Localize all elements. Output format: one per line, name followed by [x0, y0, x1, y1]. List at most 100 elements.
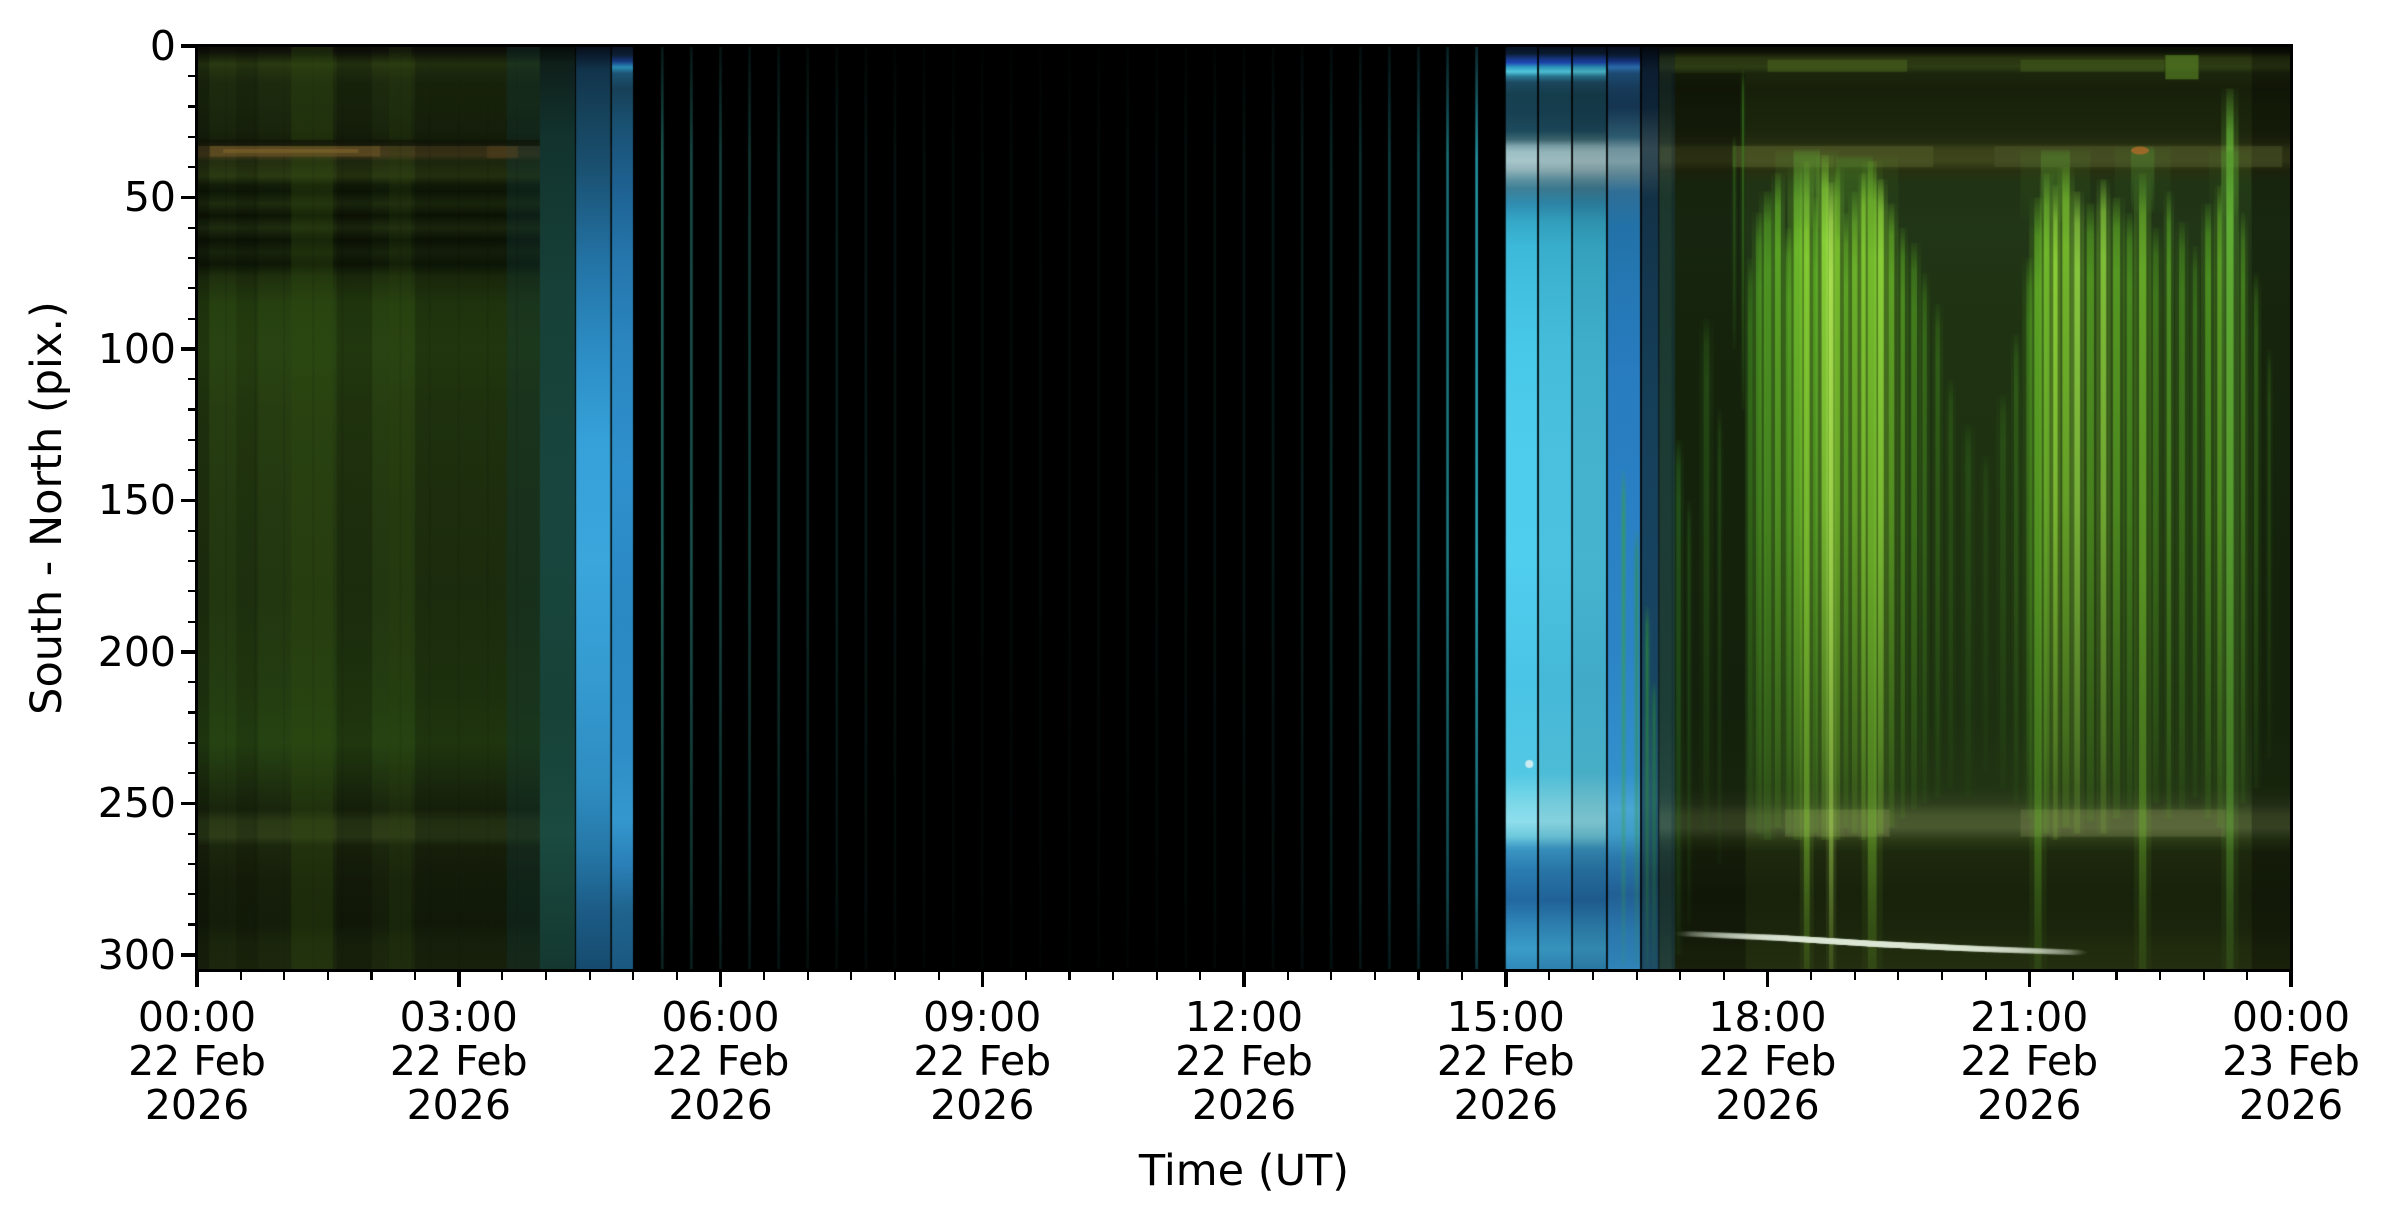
y-tick-label: 200	[97, 627, 176, 676]
x-minor-tick	[2115, 971, 2118, 980]
y-major-tick	[181, 953, 197, 957]
y-tick-label: 250	[97, 779, 176, 828]
x-tick-label: 21:00 22 Feb 2026	[1960, 993, 2099, 1129]
y-minor-tick	[188, 135, 197, 138]
x-minor-tick	[283, 971, 286, 980]
y-major-tick	[181, 347, 197, 351]
y-tick-label: 150	[97, 476, 176, 525]
x-minor-tick	[2246, 971, 2249, 980]
y-minor-tick	[188, 832, 197, 835]
x-tick-label: 09:00 22 Feb 2026	[913, 993, 1052, 1129]
x-minor-tick	[2071, 971, 2074, 980]
x-axis-label: Time (UT)	[1138, 1146, 1350, 1196]
x-minor-tick	[1330, 971, 1333, 980]
x-minor-tick	[1461, 971, 1464, 980]
x-major-tick	[457, 971, 461, 987]
y-minor-tick	[188, 166, 197, 169]
x-minor-tick	[1853, 971, 1856, 980]
x-minor-tick	[1548, 971, 1551, 980]
y-minor-tick	[188, 226, 197, 229]
y-minor-tick	[188, 529, 197, 532]
y-major-tick	[181, 801, 197, 806]
x-major-tick	[2289, 971, 2293, 987]
y-minor-tick	[188, 287, 197, 290]
x-minor-tick	[1199, 971, 1202, 980]
x-major-tick	[980, 971, 984, 987]
y-minor-tick	[188, 469, 197, 472]
x-minor-tick	[806, 971, 809, 980]
y-major-tick	[181, 44, 197, 48]
y-minor-tick	[188, 620, 197, 623]
y-minor-tick	[188, 923, 197, 926]
x-minor-tick	[1591, 971, 1595, 980]
x-minor-tick	[1155, 971, 1158, 980]
y-major-tick	[181, 650, 197, 654]
x-minor-tick	[544, 971, 548, 980]
x-minor-tick	[588, 971, 591, 980]
y-minor-tick	[188, 741, 197, 744]
y-minor-tick	[188, 711, 197, 714]
x-minor-tick	[1984, 971, 1987, 980]
x-minor-tick	[2202, 971, 2205, 980]
x-minor-tick	[2159, 971, 2162, 980]
y-minor-tick	[188, 438, 197, 441]
y-tick-label: 300	[97, 930, 176, 979]
x-minor-tick	[675, 971, 678, 980]
y-minor-tick	[188, 771, 197, 775]
x-major-tick	[195, 971, 199, 987]
x-minor-tick	[239, 971, 242, 980]
x-minor-tick	[850, 971, 853, 980]
x-tick-label: 00:00 22 Feb 2026	[128, 993, 266, 1129]
x-tick-label: 03:00 22 Feb 2026	[389, 993, 528, 1129]
y-minor-tick	[188, 256, 197, 260]
x-minor-tick	[370, 971, 373, 980]
x-tick-label: 00:00 23 Feb 2026	[2222, 993, 2360, 1129]
y-tick-label: 100	[97, 324, 176, 373]
x-minor-tick	[1810, 971, 1813, 980]
x-minor-tick	[893, 971, 897, 980]
x-minor-tick	[1679, 971, 1682, 980]
y-minor-tick	[188, 559, 197, 563]
y-tick-label: 0	[149, 22, 176, 70]
y-minor-tick	[188, 317, 197, 320]
y-minor-tick	[188, 681, 197, 684]
x-tick-label: 06:00 22 Feb 2026	[651, 993, 790, 1129]
x-minor-tick	[632, 971, 635, 980]
y-minor-tick	[188, 105, 197, 108]
x-minor-tick	[414, 971, 417, 980]
x-minor-tick	[1068, 971, 1071, 980]
x-minor-tick	[1286, 971, 1289, 980]
y-minor-tick	[188, 378, 197, 381]
x-minor-tick	[501, 971, 504, 980]
y-minor-tick	[188, 590, 197, 593]
y-minor-tick	[188, 862, 197, 866]
x-minor-tick	[1024, 971, 1027, 980]
x-minor-tick	[763, 971, 766, 980]
x-major-tick	[718, 971, 723, 987]
x-major-tick	[1242, 971, 1246, 987]
x-major-tick	[2027, 971, 2031, 987]
x-tick-label: 18:00 22 Feb 2026	[1698, 993, 1837, 1129]
y-tick-label: 50	[123, 173, 176, 222]
x-minor-tick	[1635, 971, 1638, 980]
x-minor-tick	[1417, 971, 1420, 980]
y-minor-tick	[188, 75, 197, 78]
y-major-tick	[181, 195, 197, 200]
y-axis-label: South - North (pix.)	[22, 301, 72, 715]
x-tick-label: 12:00 22 Feb 2026	[1175, 993, 1313, 1129]
x-major-tick	[1765, 971, 1770, 987]
x-minor-tick	[1897, 971, 1900, 980]
x-minor-tick	[1940, 971, 1944, 980]
x-minor-tick	[937, 971, 940, 980]
x-minor-tick	[1373, 971, 1376, 980]
x-minor-tick	[1722, 971, 1725, 980]
x-minor-tick	[326, 971, 329, 980]
y-minor-tick	[188, 408, 197, 411]
y-minor-tick	[188, 893, 197, 896]
x-major-tick	[1504, 971, 1508, 987]
x-minor-tick	[1112, 971, 1115, 980]
x-tick-label: 15:00 22 Feb 2026	[1436, 993, 1575, 1129]
y-major-tick	[181, 498, 197, 503]
keogram-heatmap-canvas	[197, 46, 2291, 970]
